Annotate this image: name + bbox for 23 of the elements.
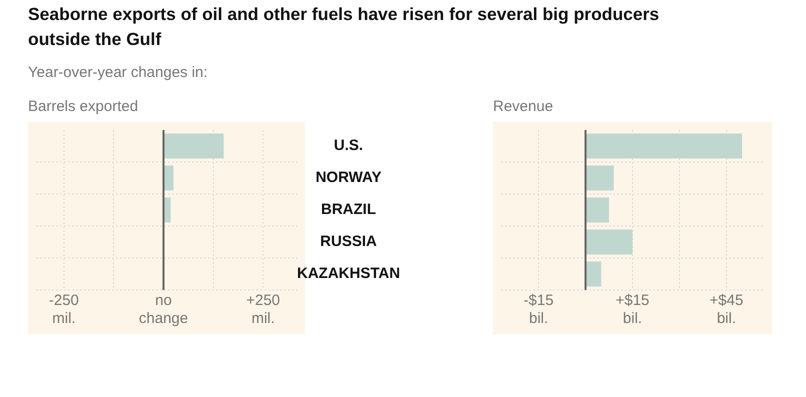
x-tick-label: -$15 bil. bbox=[524, 292, 554, 328]
chart-subtitle: Year-over-year changes in: bbox=[28, 64, 208, 81]
y-tick-label: U.S. bbox=[334, 137, 364, 154]
x-tick-label: -250 mil. bbox=[48, 292, 79, 328]
bar bbox=[586, 262, 602, 286]
bar bbox=[586, 134, 742, 158]
y-tick-label: BRAZIL bbox=[321, 201, 376, 218]
x-tick-label: +250 mil. bbox=[246, 292, 280, 328]
x-tick-label: no change bbox=[138, 292, 188, 328]
x-axis-title: Barrels exported bbox=[28, 98, 138, 115]
bar bbox=[164, 134, 224, 158]
bar bbox=[164, 166, 174, 190]
x-axis-title: Revenue bbox=[493, 98, 554, 115]
y-tick-label: RUSSIA bbox=[320, 233, 378, 250]
x-tick-label: +$45 bil. bbox=[710, 292, 744, 328]
bar bbox=[586, 230, 632, 254]
bar bbox=[586, 198, 610, 222]
y-tick-label: KAZAKHSTAN bbox=[297, 265, 400, 282]
x-tick-label: +$15 bil. bbox=[616, 292, 650, 328]
text: Seaborne exports of oil and other fuels have risen for several big producers outside the Gulf bbox=[28, 3, 660, 51]
bar bbox=[164, 198, 171, 222]
bar bbox=[586, 166, 614, 190]
y-tick-label: NORWAY bbox=[316, 169, 382, 186]
